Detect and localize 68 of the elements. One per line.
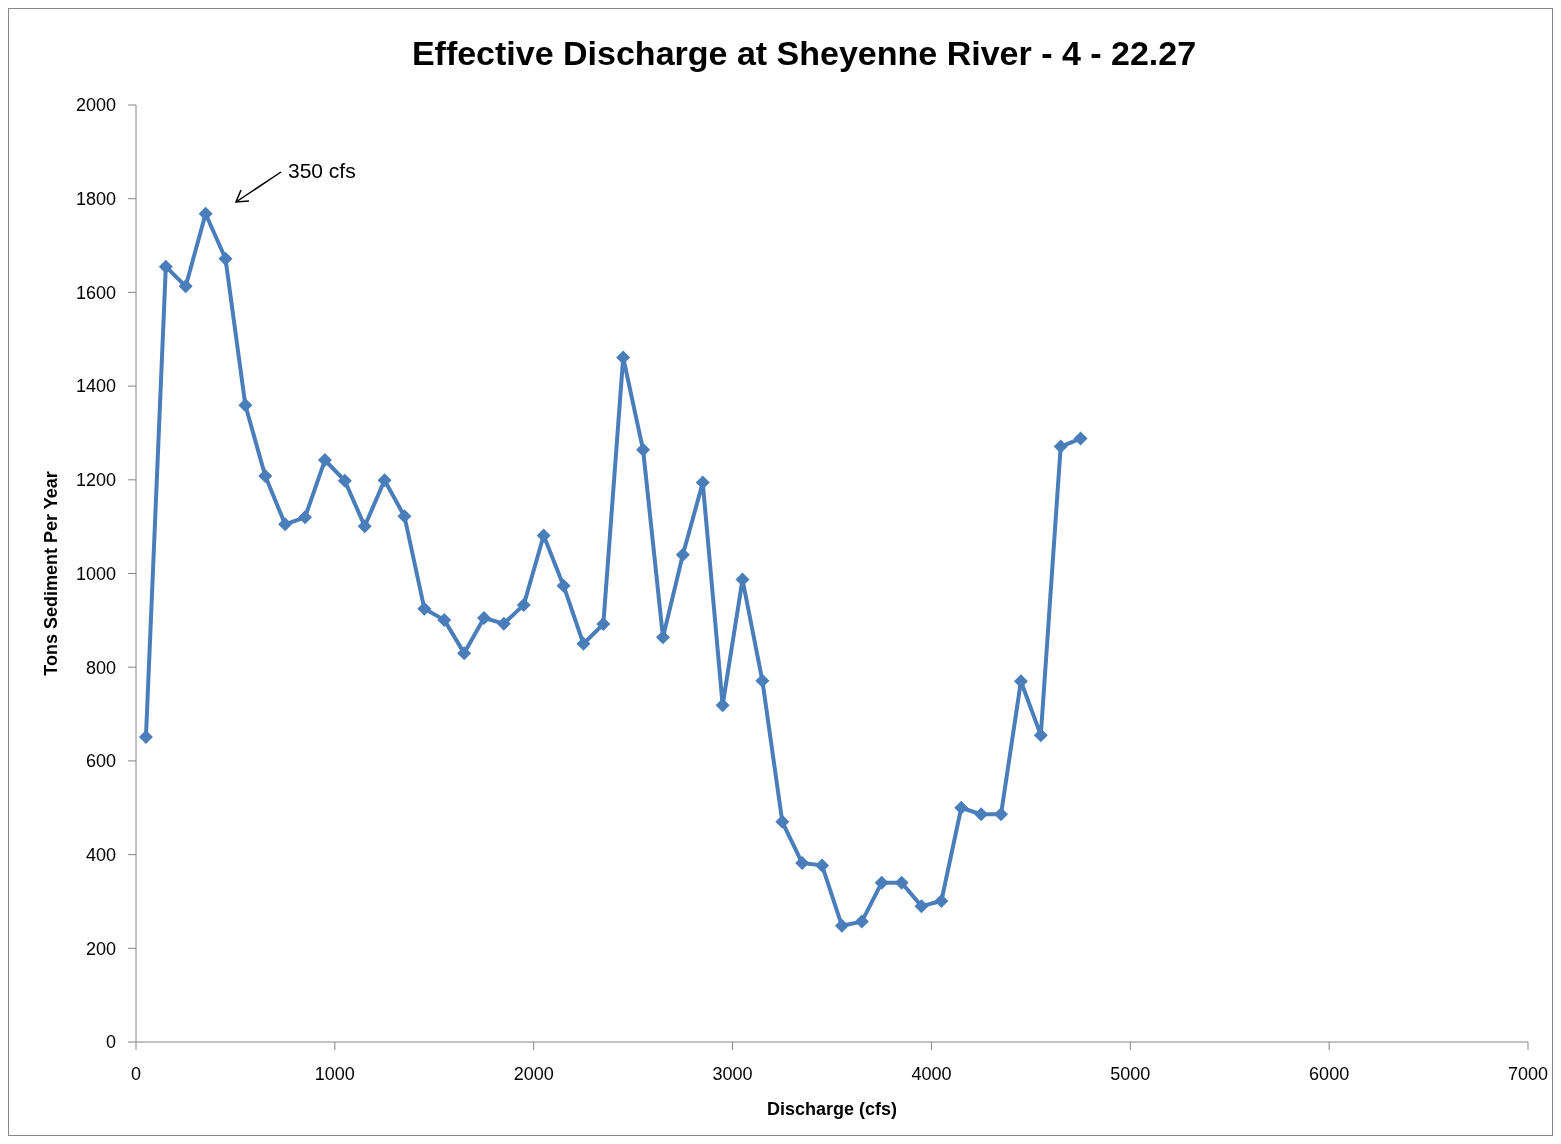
point	[795, 856, 810, 871]
point	[894, 875, 909, 890]
point	[934, 893, 949, 908]
y-tick-label: 200	[85, 938, 116, 959]
point	[974, 807, 989, 822]
point	[596, 617, 611, 632]
point	[815, 858, 830, 873]
y-tick-label: 600	[85, 751, 116, 772]
point	[477, 611, 491, 626]
y-tick-label: 1600	[75, 282, 116, 303]
y-tick-label: 1200	[75, 470, 116, 491]
point	[834, 918, 849, 933]
annotation: 350 cfs	[288, 159, 356, 182]
point	[576, 636, 591, 651]
y-axis-title: Tons Sediment Per Year	[41, 471, 61, 676]
point	[675, 547, 690, 562]
point	[278, 517, 293, 532]
y-tick-label: 1000	[75, 563, 116, 584]
chart-title: Effective Discharge at Sheyenne River - 4 - 22.27	[411, 34, 1197, 72]
point	[138, 730, 153, 745]
point	[516, 597, 531, 612]
y-tick-label: 800	[85, 657, 116, 678]
point	[198, 206, 213, 221]
point	[417, 601, 432, 616]
point	[158, 259, 173, 274]
point	[1033, 728, 1048, 743]
point	[437, 612, 452, 627]
point	[755, 673, 770, 688]
y-tick-label: 0	[105, 1032, 116, 1053]
point	[636, 442, 651, 457]
point	[715, 698, 730, 713]
point	[258, 469, 273, 484]
point	[218, 251, 233, 266]
x-tick-label: 5000	[1110, 1064, 1151, 1084]
point	[616, 350, 631, 365]
point	[397, 509, 412, 524]
x-tick-label: 6000	[1309, 1064, 1350, 1084]
point	[994, 807, 1009, 822]
x-tick-label: 1000	[314, 1064, 355, 1084]
point	[954, 800, 969, 815]
x-tick-label: 7000	[1507, 1064, 1549, 1084]
x-axis-title: Discharge (cfs)	[766, 1099, 898, 1119]
point	[298, 510, 313, 525]
point	[178, 279, 193, 294]
x-tick-label: 3000	[712, 1064, 753, 1084]
x-tick-label: 4000	[911, 1064, 952, 1084]
y-tick-label: 1400	[75, 376, 116, 397]
point	[536, 528, 551, 543]
point	[317, 453, 332, 468]
point	[357, 519, 372, 534]
point	[496, 616, 511, 631]
point	[337, 473, 352, 488]
point	[457, 646, 472, 661]
point	[1053, 439, 1068, 454]
y-tick-label: 400	[85, 844, 116, 865]
point	[874, 875, 889, 890]
point	[854, 914, 869, 929]
point	[655, 630, 670, 645]
point	[1073, 431, 1088, 446]
y-tick-label: 1800	[75, 189, 116, 209]
x-tick-label: 2000	[513, 1064, 554, 1084]
x-tick-label: 0	[130, 1064, 142, 1084]
point	[377, 473, 392, 488]
point	[775, 814, 790, 829]
point	[556, 578, 571, 593]
point	[914, 899, 929, 914]
point	[238, 398, 253, 413]
y-tick-label: 2000	[75, 95, 116, 116]
